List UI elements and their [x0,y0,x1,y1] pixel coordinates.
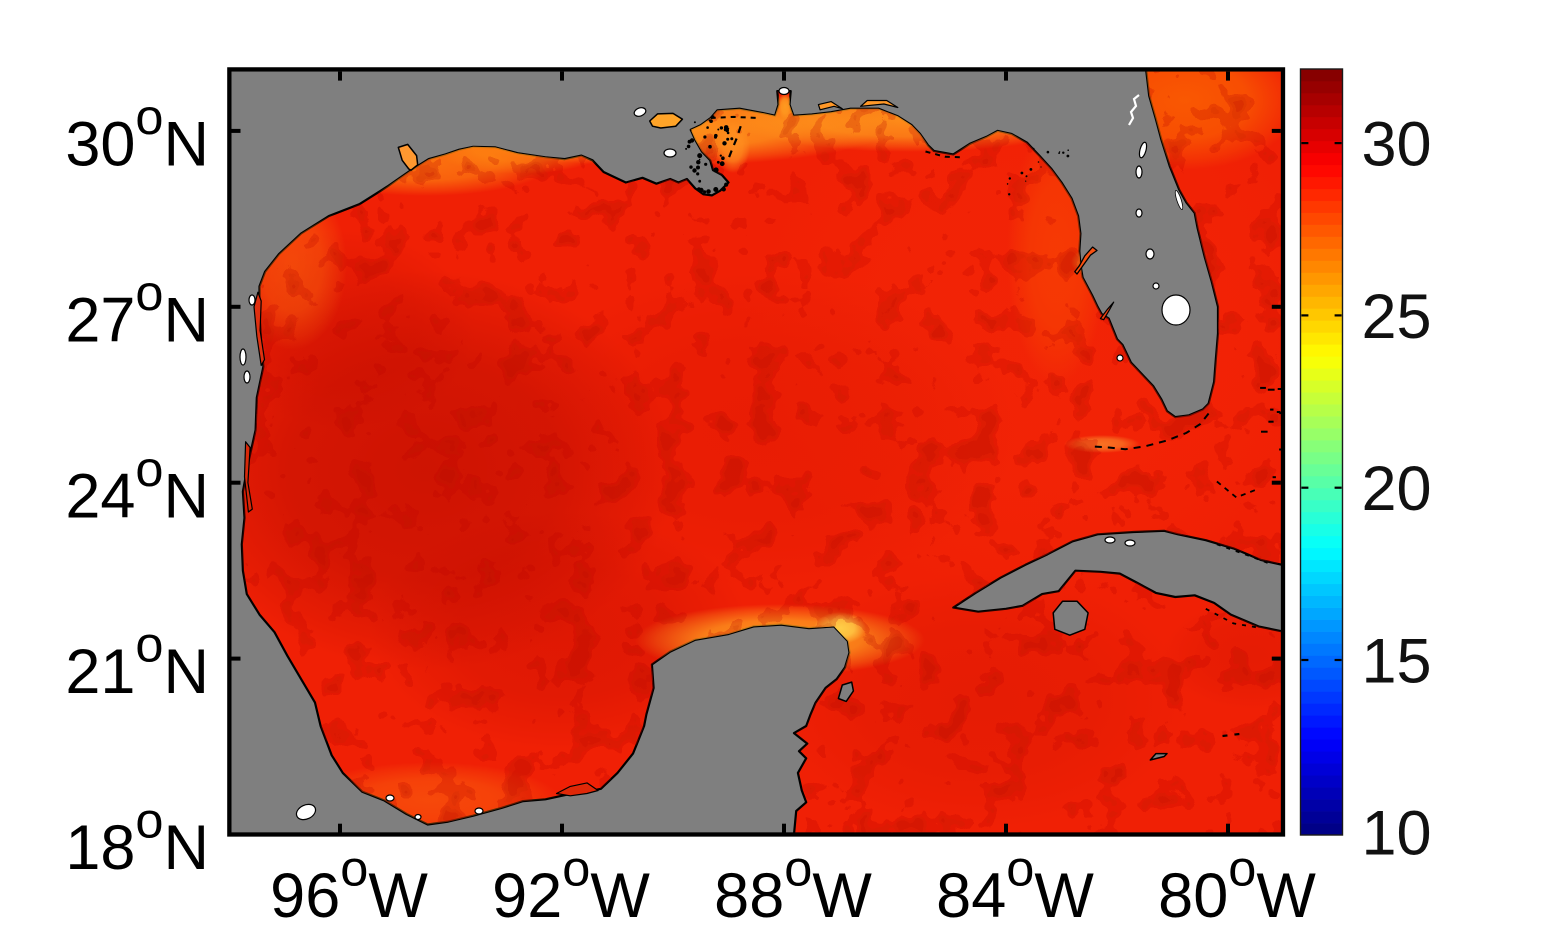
svg-text:25: 25 [1362,282,1432,352]
svg-text:20: 20 [1362,454,1432,524]
svg-text:15: 15 [1362,627,1432,697]
svg-text:10: 10 [1362,799,1432,869]
svg-text:30: 30 [1362,110,1432,180]
